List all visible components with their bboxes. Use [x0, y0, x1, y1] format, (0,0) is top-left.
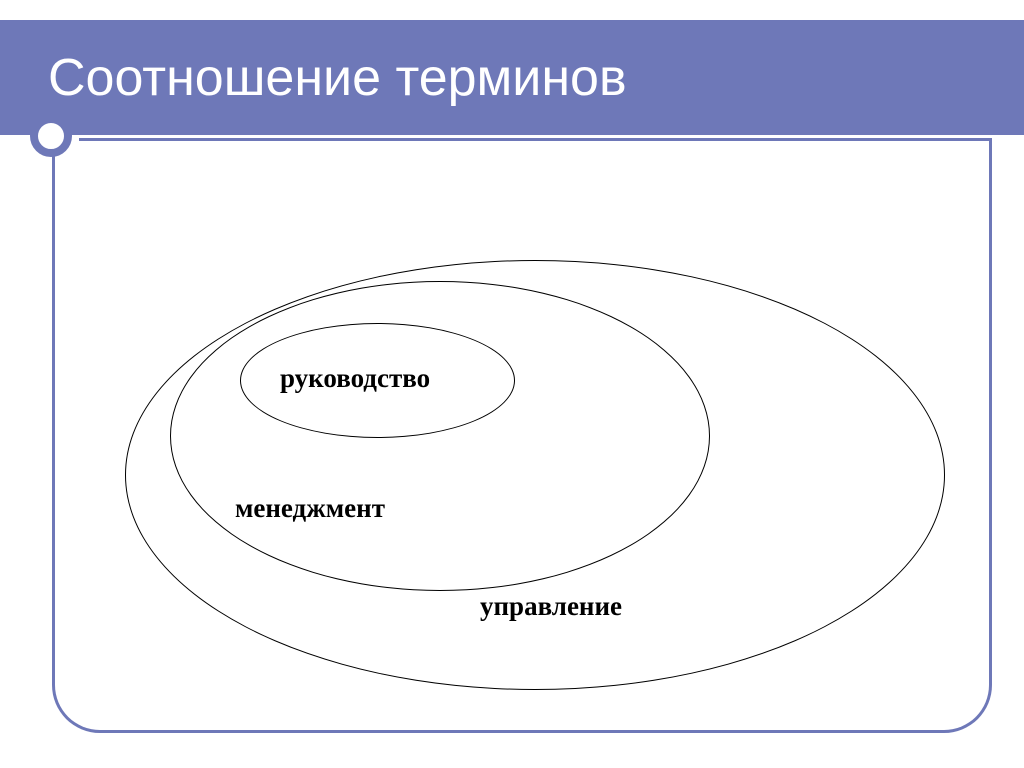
- slide-title: Соотношение терминов: [48, 48, 627, 108]
- label-inner: руководство: [280, 363, 430, 394]
- label-outer: управление: [480, 591, 622, 622]
- label-middle: менеджмент: [235, 493, 385, 524]
- ellipse-middle: [170, 281, 710, 591]
- decoration-circle: [30, 115, 72, 157]
- nested-ellipse-diagram: руководство менеджмент управление: [85, 195, 955, 700]
